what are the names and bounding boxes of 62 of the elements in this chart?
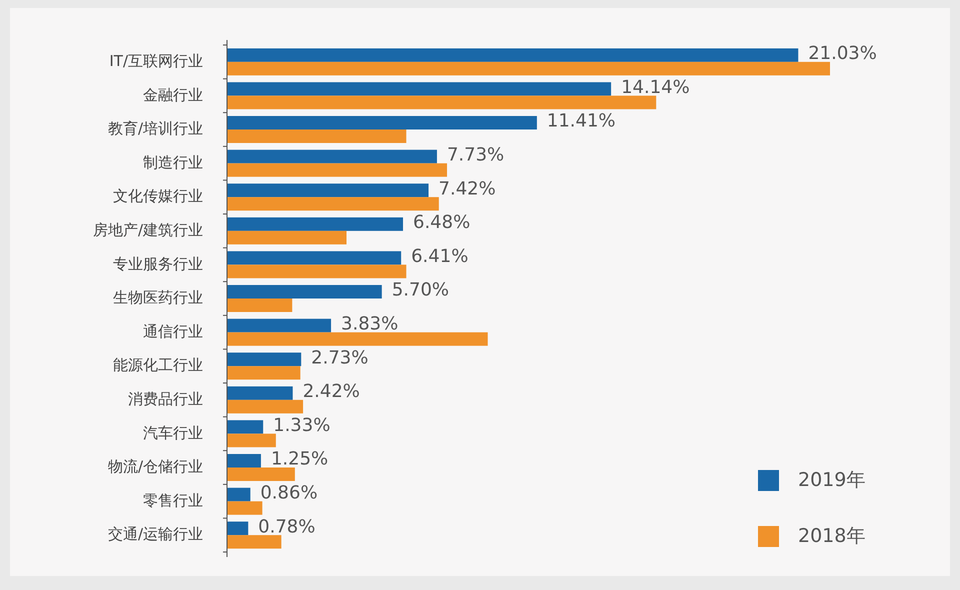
y-tick-label: 房地产/建筑行业 [92,220,203,240]
bar [227,82,612,96]
data-label: 2.73% [311,347,368,368]
y-tick-label: 专业服务行业 [113,254,203,273]
data-label: 7.42% [438,178,496,200]
bar [227,468,295,481]
bar [227,420,264,434]
bar [227,150,437,164]
legend-label: 2019年 [798,469,866,492]
y-tick-label: 文化传媒行业 [113,187,203,206]
data-label: 5.70% [392,280,450,301]
y-tick-label: 物流/仓储行业 [108,458,203,476]
legend-label: 2018年 [798,525,866,548]
bar [227,522,248,536]
data-label: 6.48% [413,212,470,234]
data-label: 7.73% [446,144,504,166]
bar [227,251,402,265]
data-label: 1.25% [270,448,328,470]
bar [227,130,406,143]
data-label: 6.41% [411,246,468,267]
bar [227,62,830,76]
bar [227,386,293,400]
bar [227,400,304,414]
data-label: 21.03% [808,43,877,64]
y-tick-label: 通信行业 [143,322,203,340]
bar [227,116,537,130]
data-label: 2.42% [302,381,360,402]
y-tick-label: 制造行业 [143,153,203,172]
bar [227,285,382,298]
bar [227,366,300,380]
y-tick-label: 金融行业 [143,86,203,104]
bar [227,96,656,110]
data-label: 3.83% [341,313,398,334]
bar [227,318,332,332]
bar [227,48,798,62]
bar [227,230,347,244]
bar [227,454,261,468]
bar [227,298,292,312]
y-tick-label: 教育/培训行业 [108,120,203,138]
bar [227,163,448,177]
bar [227,332,488,346]
bar [227,197,439,211]
data-label: 0.86% [260,482,318,504]
data-label: 14.14% [621,76,690,98]
bar [227,184,429,198]
bar [227,488,250,502]
data-label: 1.33% [273,414,330,436]
bar [227,352,302,366]
bar [227,434,276,448]
bar [227,217,404,231]
data-label: 0.78% [258,516,316,538]
bar [227,535,282,549]
y-tick-label: 交通/运输行业 [108,525,203,544]
y-tick-label: 消费品行业 [128,390,203,408]
y-tick-label: 汽车行业 [143,424,203,442]
bar [227,264,406,278]
y-tick-label: 能源化工行业 [113,356,203,374]
y-tick-label: IT/互联网行业 [109,52,203,70]
data-label: 11.41% [546,110,616,132]
y-tick-label: 零售行业 [143,491,203,510]
bar [227,501,262,515]
y-tick-label: 生物医药行业 [113,288,203,307]
